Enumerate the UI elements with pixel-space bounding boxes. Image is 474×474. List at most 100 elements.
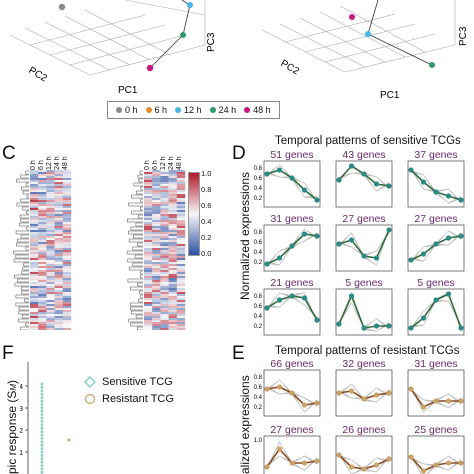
panel-e-subplot-0: 66 genes bbox=[263, 358, 321, 417]
panel-d-grid: 51 genes 43 genes 37 genes 31 genes 27 genes… bbox=[254, 149, 465, 336]
panel-d-subplot-8: 5 genes bbox=[407, 277, 465, 336]
heatmap-right bbox=[144, 170, 186, 330]
panel-e-subplot-5: 25 genes bbox=[407, 424, 465, 474]
panel-e-point-3-3 bbox=[301, 460, 308, 466]
panel-d-point-3-1 bbox=[276, 255, 283, 261]
pca-right-point-48h bbox=[349, 14, 355, 20]
panel-e-subplot-3: 27 genes bbox=[263, 424, 321, 474]
pca-right-pc1-label: PC1 bbox=[380, 90, 400, 100]
heatmap-right-col-0h: 0 h bbox=[144, 160, 151, 170]
panel-d-point-3-0 bbox=[264, 261, 270, 267]
panel-e-point-4-1 bbox=[348, 464, 355, 470]
pca-left-point-24h bbox=[180, 32, 186, 38]
panel-d-point-0-0 bbox=[264, 171, 270, 177]
heatmaps bbox=[13, 170, 186, 330]
heatmap-right-col-48h: 48 h bbox=[176, 156, 183, 170]
panel-f-sensitive-point bbox=[40, 430, 44, 433]
pca-plots: PC2 PC1 PC3 PC2 PC1 PC3 bbox=[9, 0, 469, 100]
panel-d-subplot-6: 21 genes bbox=[263, 277, 321, 336]
panel-e-letter: E bbox=[232, 343, 245, 364]
panel-f-sensitive-point bbox=[40, 416, 44, 420]
panel-d-point-5-2 bbox=[433, 241, 439, 247]
panel-e-point-5-0 bbox=[408, 454, 414, 460]
panel-d-point-8-3 bbox=[445, 291, 452, 297]
panel-d-subplot-3: 31 genes bbox=[263, 213, 321, 272]
panel-d-point-6-0 bbox=[264, 305, 270, 311]
panel-d-subplot-1: 43 genes bbox=[335, 149, 393, 208]
panel-e-gene-count-3: 27 genes bbox=[270, 424, 313, 436]
panel-f-sensitive-point bbox=[40, 389, 44, 393]
panel-d-gene-count-4: 27 genes bbox=[342, 213, 385, 225]
panel-e-point-0-4 bbox=[314, 400, 320, 406]
panel-e-point-1-3 bbox=[373, 392, 380, 398]
panel-f-sensitive-point bbox=[40, 386, 44, 389]
panel-e-grid: 66 genes 32 genes 31 genes 27 genes 26 genes… bbox=[254, 358, 465, 474]
panel-f-sensitive-point bbox=[40, 437, 44, 440]
panel-d-title: Temporal patterns of sensitive TCGs bbox=[275, 135, 461, 147]
panel-e-point-3-2 bbox=[289, 460, 295, 466]
pca-right-point-24h bbox=[429, 62, 435, 68]
panel-d-gene-count-0: 51 genes bbox=[270, 149, 313, 161]
legend-swatch-12h bbox=[175, 107, 182, 113]
panel-e-gene-count-2: 31 genes bbox=[414, 358, 457, 370]
panel-e-point-0-0 bbox=[264, 386, 270, 392]
heatmap-left bbox=[30, 170, 72, 330]
panel-f-sensitive-point bbox=[40, 392, 44, 396]
panel-d-point-4-2 bbox=[361, 253, 367, 259]
colorbar-tick-02: 0.2 bbox=[201, 233, 212, 242]
panel-f-sensitive-point bbox=[40, 450, 44, 454]
panel-d-ytick: 0.8 bbox=[254, 166, 263, 172]
pca-left-pc2-label: PC2 bbox=[27, 65, 50, 84]
panel-e-gene-count-1: 32 genes bbox=[342, 358, 385, 370]
panel-e-point-1-1 bbox=[348, 388, 355, 394]
panel-d-point-8-4 bbox=[458, 325, 464, 331]
legend-resistant: Resistant TCG bbox=[84, 393, 174, 405]
panel-f-sensitive-point bbox=[40, 457, 44, 461]
panel-d-subplot-4: 27 genes bbox=[335, 213, 393, 272]
panel-d-point-6-2 bbox=[289, 293, 295, 299]
heatmap-left-col-12h: 12 h bbox=[46, 156, 53, 170]
panel-f-resistant-point bbox=[67, 438, 71, 442]
panel-e-title: Temporal patterns of resistant TCGs bbox=[275, 345, 460, 357]
panel-f-sensitive-point bbox=[40, 409, 44, 413]
time-legend: 0 h 6 h 12 h 24 h 48 h bbox=[107, 101, 280, 119]
panel-d-point-5-3 bbox=[445, 235, 452, 241]
colorbar bbox=[188, 172, 200, 256]
sensitive-diamond-icon bbox=[84, 376, 96, 388]
panel-d-point-0-2 bbox=[289, 175, 295, 181]
panel-d-point-2-1 bbox=[420, 179, 427, 185]
legend-swatch-0h bbox=[116, 107, 122, 113]
panel-d-point-4-4 bbox=[386, 227, 392, 233]
legend-sensitive: Sensitive TCG bbox=[84, 376, 173, 388]
panel-e-ytick: 0.2 bbox=[254, 405, 263, 411]
panel-f-sensitive-point bbox=[40, 403, 44, 406]
panel-d-point-2-2 bbox=[433, 189, 439, 195]
panel-f-sensitive-point bbox=[40, 464, 44, 467]
panel-e-point-4-4 bbox=[386, 456, 392, 462]
panel-d-point-2-0 bbox=[408, 167, 414, 173]
panel-d-subplot-0: 51 genes bbox=[263, 149, 321, 208]
panel-e-point-0-3 bbox=[301, 402, 308, 408]
panel-e-point-2-4 bbox=[458, 398, 464, 404]
panel-f-sensitive-point bbox=[40, 447, 44, 450]
panel-e-gene-count-5: 25 genes bbox=[414, 424, 457, 436]
panel-e-subplot-1: 32 genes bbox=[335, 358, 393, 417]
panel-f-sensitive-point bbox=[40, 382, 44, 386]
panel-e-point-5-3 bbox=[445, 460, 452, 466]
panel-d-point-7-0 bbox=[336, 321, 342, 327]
panel-f-sensitive-point bbox=[40, 471, 44, 474]
heatmap-right-columns: 0 h 6 h 12 h 24 h 48 h bbox=[144, 142, 186, 170]
pca-right-pc3-label: PC3 bbox=[458, 26, 469, 46]
panel-e-point-5-2 bbox=[433, 462, 439, 468]
panel-d-gene-count-5: 27 genes bbox=[414, 213, 457, 225]
panel-e-point-1-0 bbox=[336, 390, 342, 396]
panel-d-gene-count-2: 37 genes bbox=[414, 149, 457, 161]
panel-f-sensitive-point bbox=[40, 460, 44, 464]
panel-d-gene-count-7: 5 genes bbox=[345, 277, 382, 289]
panel-d-point-1-4 bbox=[386, 183, 392, 189]
legend-swatch-6h bbox=[145, 107, 152, 113]
panel-d-point-8-1 bbox=[420, 315, 427, 321]
panel-f-sensitive-point bbox=[40, 396, 44, 399]
pca-left-axes bbox=[9, 0, 206, 76]
panel-f-sensitive-point bbox=[40, 454, 44, 457]
